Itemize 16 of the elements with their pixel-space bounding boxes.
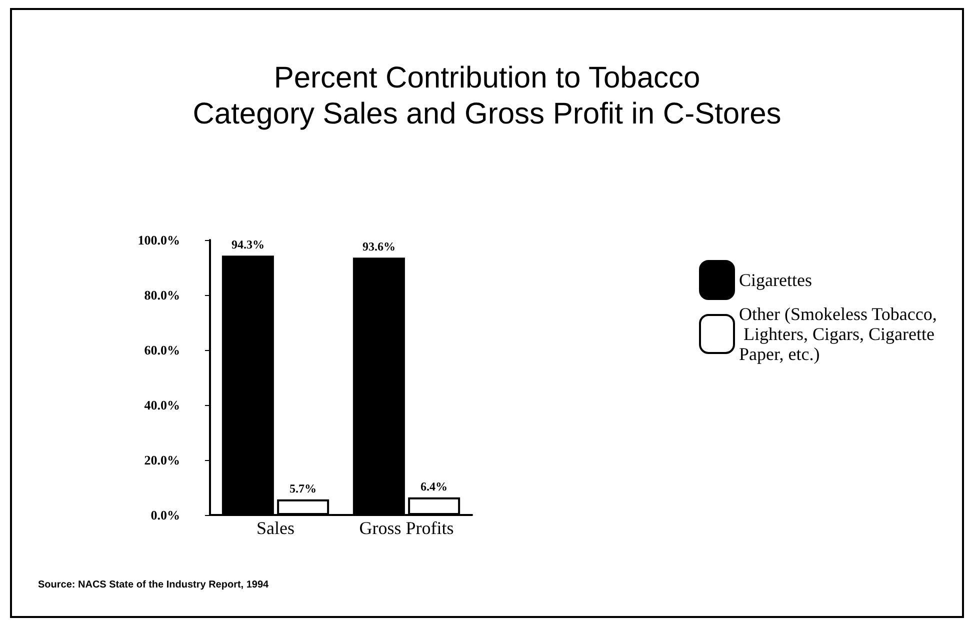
x-tick-label: Gross Profits <box>359 518 454 538</box>
legend-label: Cigarettes <box>739 270 812 290</box>
x-tick-label: Sales <box>256 518 294 538</box>
source-note: Source: NACS State of the Industry Report, 1994 <box>38 580 270 590</box>
y-tick-label: 20.0% <box>144 452 180 468</box>
chart-title: Percent Contribution to Tobacco Category Sales and Gross Profit in C-Stores <box>192 62 782 130</box>
text: 94.3% <box>231 238 264 252</box>
y-tick-label: 100.0% <box>138 232 180 248</box>
text: 5.7% <box>290 481 317 496</box>
y-tick-label: 0.0% <box>150 508 180 522</box>
legend-label: Other (Smokeless Tobacco, Lighters, Cigars, Cigarette Paper, etc.) <box>739 304 939 364</box>
y-tick-label: 40.0% <box>144 398 180 412</box>
y-tick-label: 60.0% <box>144 342 180 358</box>
text: 6.4% <box>420 479 448 494</box>
y-tick-label: 80.0% <box>144 288 180 302</box>
text: 93.6% <box>362 240 396 254</box>
